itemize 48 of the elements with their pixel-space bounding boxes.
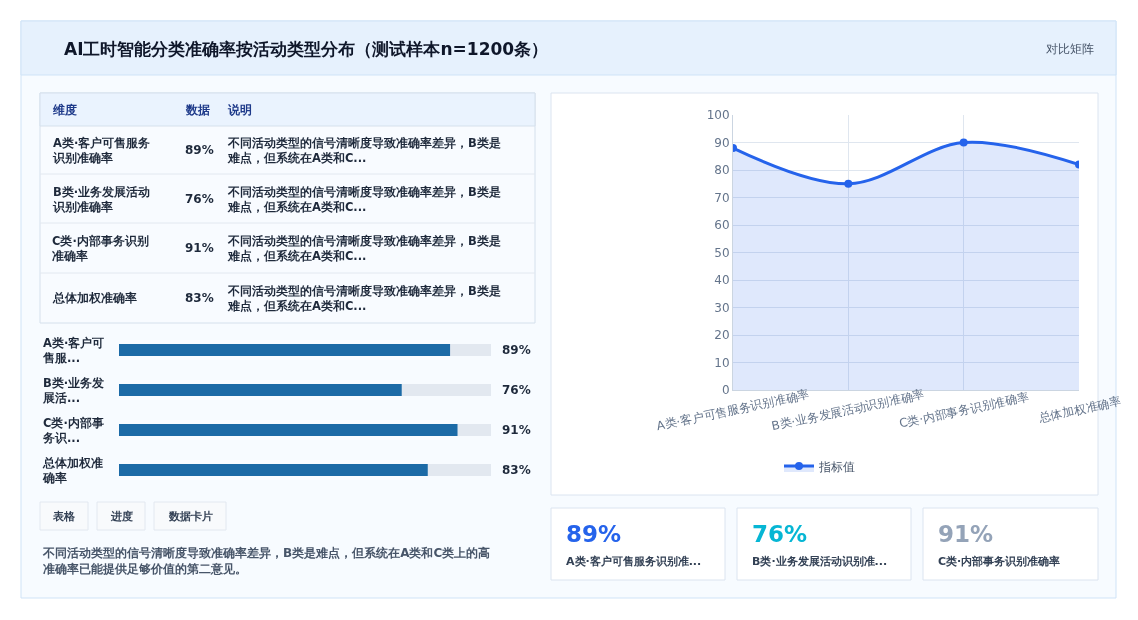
y-tick-label: 70 — [714, 190, 730, 205]
text: 76% — [185, 192, 214, 206]
text: 89% — [185, 143, 214, 157]
category-label: A类·客户可售服务识别准确率 — [52, 136, 151, 165]
text: 不同活动类型的信号清晰度导致准确率差异，B类是难点，但系统在A类和C... — [227, 234, 501, 263]
text: 数据卡片 — [168, 510, 213, 523]
x-tick-label: 总体加权准确率 — [1036, 394, 1123, 426]
text: 89% — [566, 521, 622, 547]
y-tick-label: 30 — [714, 300, 730, 315]
y-tick-label: 40 — [714, 273, 730, 288]
category-label: A类·客户可售服... — [43, 336, 105, 365]
data-label: 83% — [502, 463, 531, 477]
text: 进度 — [110, 510, 133, 523]
text: 不同活动类型的信号清晰度导致准确率差异，B类是难点，但系统在A类和C... — [227, 185, 501, 214]
y-tick-label: 0 — [721, 383, 730, 398]
category-label: 总体加权准确率 — [52, 291, 137, 305]
category-label: C类·内部事务识... — [43, 416, 104, 445]
text: 不同活动类型的信号清晰度导致准确率差异，B类是难点，但系统在A类和C... — [227, 136, 501, 165]
text: 91% — [185, 241, 214, 255]
text: C类·内部事务识别准确率 — [52, 234, 149, 263]
y-tick-label: 10 — [714, 355, 730, 370]
data-label: 89% — [502, 343, 531, 357]
text: 不同活动类型的信号清晰度导致准确率差异，B类是难点，但系统在A类和C类上的高准确率已能提供足够价值的第二意见。 — [42, 546, 491, 576]
y-tick-label: 80 — [714, 163, 730, 178]
text: A类·客户可售服务识别准... — [566, 555, 702, 568]
text: 维度 — [52, 103, 77, 117]
category-label: B类·业务发展活动识别准确率 — [52, 185, 151, 214]
text: AI工时智能分类准确率按活动类型分布（测试样本n=1200条） — [64, 39, 549, 59]
category-label: C类·内部事务识别准确率 — [938, 555, 1061, 568]
text: 83% — [185, 291, 214, 305]
data-label: 91% — [502, 423, 531, 437]
y-tick-label: 100 — [706, 108, 730, 123]
text: 91% — [938, 521, 994, 547]
y-tick-label: 90 — [714, 135, 730, 150]
y-tick-label: 60 — [714, 218, 730, 233]
legend-label: 指标值 — [818, 459, 855, 474]
category-label: 总体加权准确率 — [43, 456, 103, 485]
y-tick-label: 20 — [714, 328, 730, 343]
y-tick-label: 50 — [714, 245, 730, 260]
category-label: B类·业务发展活... — [43, 376, 105, 405]
data-label: 76% — [502, 383, 531, 397]
text: 说明 — [227, 103, 252, 117]
text: 对比矩阵 — [1046, 42, 1094, 56]
text: B类·业务发展活动识别准... — [752, 555, 888, 568]
text: 数据 — [185, 103, 210, 117]
text: 76% — [752, 521, 808, 547]
text: 表格 — [52, 510, 76, 523]
text: 不同活动类型的信号清晰度导致准确率差异，B类是难点，但系统在A类和C... — [227, 284, 501, 313]
